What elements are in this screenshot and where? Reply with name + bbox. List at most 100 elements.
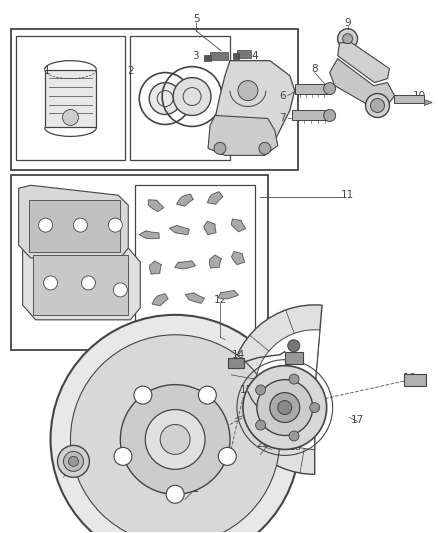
Polygon shape <box>169 227 190 233</box>
Bar <box>404 374 426 385</box>
Circle shape <box>371 99 385 112</box>
Polygon shape <box>148 261 162 274</box>
Circle shape <box>218 447 236 465</box>
Text: 4: 4 <box>251 51 258 61</box>
Polygon shape <box>149 198 161 212</box>
Polygon shape <box>152 295 169 306</box>
Circle shape <box>43 276 57 290</box>
Bar <box>130 36 230 160</box>
Text: 12: 12 <box>213 295 226 305</box>
Circle shape <box>63 109 78 125</box>
Circle shape <box>243 366 327 449</box>
Text: 21: 21 <box>187 484 200 494</box>
Circle shape <box>324 83 336 94</box>
Text: 15: 15 <box>240 385 254 394</box>
Text: 18: 18 <box>289 442 302 453</box>
Circle shape <box>289 431 299 441</box>
Circle shape <box>288 340 300 352</box>
Circle shape <box>256 420 265 430</box>
Circle shape <box>71 335 280 533</box>
Circle shape <box>289 374 299 384</box>
Circle shape <box>39 218 53 232</box>
Circle shape <box>113 283 127 297</box>
Circle shape <box>134 386 152 404</box>
Polygon shape <box>233 218 244 231</box>
Polygon shape <box>28 200 120 252</box>
Text: 20: 20 <box>256 439 269 449</box>
Bar <box>285 352 303 364</box>
Text: 3: 3 <box>192 51 198 61</box>
Circle shape <box>214 142 226 155</box>
Polygon shape <box>219 290 237 301</box>
Bar <box>395 94 424 102</box>
Text: 11: 11 <box>341 190 354 200</box>
Circle shape <box>108 218 122 232</box>
Bar <box>233 53 239 59</box>
Polygon shape <box>215 61 295 148</box>
Circle shape <box>114 447 132 465</box>
Bar <box>204 55 211 61</box>
Circle shape <box>278 401 292 415</box>
Polygon shape <box>19 185 128 258</box>
Circle shape <box>57 446 89 478</box>
Bar <box>210 52 228 60</box>
Circle shape <box>74 218 88 232</box>
Circle shape <box>173 78 211 116</box>
Circle shape <box>68 456 78 466</box>
Bar <box>45 70 96 127</box>
Circle shape <box>256 385 265 395</box>
Circle shape <box>343 34 353 44</box>
Circle shape <box>198 386 216 404</box>
Bar <box>295 84 330 94</box>
Polygon shape <box>177 260 194 271</box>
Text: 17: 17 <box>351 415 364 424</box>
Polygon shape <box>330 59 395 109</box>
Polygon shape <box>175 196 194 205</box>
Text: 13: 13 <box>286 338 300 348</box>
Text: 1: 1 <box>44 66 51 76</box>
Bar <box>228 358 244 368</box>
Circle shape <box>145 409 205 470</box>
Polygon shape <box>141 230 159 241</box>
Polygon shape <box>205 195 225 202</box>
Polygon shape <box>208 116 278 155</box>
Circle shape <box>64 451 83 471</box>
Text: 10: 10 <box>413 91 426 101</box>
Text: 22: 22 <box>62 462 75 472</box>
Text: 9: 9 <box>344 18 351 28</box>
Polygon shape <box>227 254 247 262</box>
Text: 16: 16 <box>403 373 416 383</box>
Bar <box>11 175 268 350</box>
Circle shape <box>120 385 230 494</box>
Bar <box>11 29 298 171</box>
Text: 7: 7 <box>279 114 286 124</box>
Circle shape <box>366 94 389 117</box>
Bar <box>237 50 251 58</box>
Polygon shape <box>32 255 128 315</box>
Polygon shape <box>205 221 216 234</box>
Circle shape <box>257 379 313 435</box>
Circle shape <box>160 424 190 455</box>
Circle shape <box>149 83 181 115</box>
Circle shape <box>259 142 271 155</box>
Bar <box>135 185 255 340</box>
Circle shape <box>270 393 300 423</box>
Polygon shape <box>338 43 389 83</box>
Text: 5: 5 <box>193 14 199 24</box>
Bar <box>292 110 330 120</box>
Circle shape <box>310 402 320 413</box>
Bar <box>16 36 125 160</box>
Circle shape <box>238 80 258 101</box>
Polygon shape <box>23 238 140 320</box>
Circle shape <box>338 29 357 49</box>
Circle shape <box>166 486 184 503</box>
Text: 2: 2 <box>127 66 134 76</box>
Wedge shape <box>255 330 320 449</box>
Circle shape <box>81 276 95 290</box>
Wedge shape <box>230 305 322 474</box>
Text: 8: 8 <box>311 63 318 74</box>
Polygon shape <box>424 100 432 106</box>
Circle shape <box>324 109 336 122</box>
Text: 6: 6 <box>279 91 286 101</box>
Circle shape <box>50 315 300 533</box>
